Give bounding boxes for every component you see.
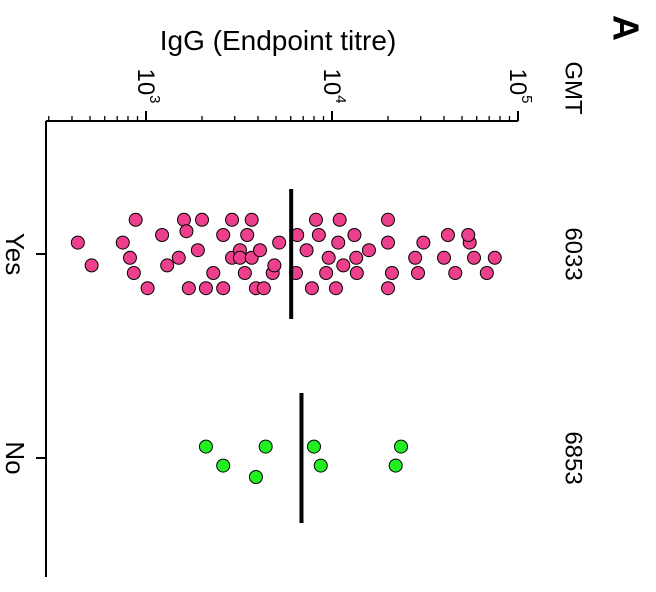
data-point <box>321 250 336 265</box>
data-point <box>299 243 314 258</box>
value-axis-tick-labels: 103 104 105 <box>133 68 536 103</box>
data-point <box>466 250 481 265</box>
gmt-labels: 6033 6853 <box>560 227 587 484</box>
data-point <box>258 439 273 454</box>
data-point <box>198 439 213 454</box>
data-point <box>256 281 271 296</box>
data-point <box>216 458 231 473</box>
data-point <box>347 228 362 242</box>
data-point <box>308 212 323 227</box>
data-point <box>122 250 137 265</box>
data-point <box>155 228 170 242</box>
data-point <box>380 235 395 250</box>
data-point <box>306 439 321 454</box>
data-point <box>115 235 130 250</box>
data-point <box>408 250 423 265</box>
data-point <box>361 243 376 258</box>
tick-label: 104 <box>319 68 350 103</box>
data-point <box>190 243 205 258</box>
data-point <box>248 470 263 484</box>
data-point <box>319 266 334 280</box>
category-label: No <box>0 441 30 474</box>
panel-label: A <box>606 15 647 41</box>
data-point <box>440 228 455 242</box>
data-points <box>70 212 502 484</box>
data-point <box>198 281 213 296</box>
category-label: Yes <box>0 233 30 275</box>
data-point <box>176 212 191 227</box>
data-point <box>416 235 431 250</box>
data-point <box>140 281 155 296</box>
data-point <box>244 212 259 227</box>
data-point <box>126 266 141 280</box>
data-point <box>237 266 252 280</box>
data-point <box>232 250 247 265</box>
data-point <box>272 235 287 250</box>
data-point <box>394 439 409 454</box>
data-point <box>331 235 346 250</box>
data-point <box>179 224 194 239</box>
data-point <box>388 458 403 473</box>
tick-label: 105 <box>505 68 536 103</box>
data-point <box>349 250 364 265</box>
data-point <box>304 281 319 296</box>
data-point <box>411 266 426 280</box>
data-point <box>206 266 221 280</box>
data-point <box>216 228 231 242</box>
tick-label: 103 <box>133 68 164 103</box>
data-point <box>380 212 395 227</box>
category-labels: Yes No <box>0 233 30 475</box>
value-axis-ticks <box>48 111 519 121</box>
gmt-label: 6033 <box>560 227 587 280</box>
gmt-label: 6853 <box>560 431 587 484</box>
data-point <box>311 228 326 242</box>
data-point <box>349 266 364 280</box>
data-point <box>171 250 186 265</box>
data-point <box>128 212 143 227</box>
data-point <box>436 250 451 265</box>
gmt-lines <box>289 189 304 523</box>
data-point <box>84 258 99 273</box>
data-point <box>380 281 395 296</box>
data-point <box>267 258 282 273</box>
value-axis-label: IgG (Endpoint titre) <box>160 25 397 56</box>
data-point <box>336 258 351 273</box>
data-point <box>461 228 476 242</box>
data-point <box>384 266 399 280</box>
data-point <box>252 243 267 258</box>
data-point <box>487 250 502 265</box>
data-point <box>332 212 347 227</box>
data-point <box>328 281 343 296</box>
data-point <box>313 458 328 473</box>
gmt-header: GMT <box>560 61 587 115</box>
data-point <box>225 212 240 227</box>
data-point <box>70 235 85 250</box>
data-point <box>448 266 463 280</box>
data-point <box>216 281 231 296</box>
data-point <box>181 281 196 296</box>
data-point <box>160 258 175 273</box>
category-ticks <box>36 253 46 459</box>
data-point <box>194 212 209 227</box>
data-point <box>479 266 494 280</box>
data-point <box>240 228 255 242</box>
